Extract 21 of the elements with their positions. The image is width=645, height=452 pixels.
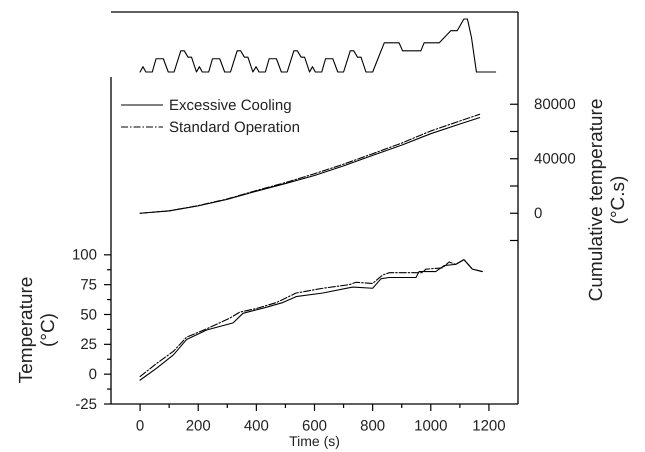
y-tick-label: 100 xyxy=(72,246,97,264)
y-axis-title: Temperature (°C) xyxy=(16,276,59,384)
x-tick-label: 1000 xyxy=(414,418,448,435)
y-tick-label: 0 xyxy=(88,366,97,383)
x-tick-label: 1200 xyxy=(472,418,506,435)
x-tick-label: 0 xyxy=(136,418,144,435)
y-tick-label: -25 xyxy=(75,396,97,413)
y2-tick-label: 80000 xyxy=(534,96,576,114)
legend-label: Excessive Cooling xyxy=(169,97,292,114)
y2-tick-label: 0 xyxy=(534,205,542,222)
x-tick-label: 600 xyxy=(302,418,328,435)
x-tick-label: 200 xyxy=(186,418,211,435)
x-tick-label: 800 xyxy=(360,418,386,435)
y2-axis-title: Cumulative temperature (°C.s) xyxy=(586,98,629,302)
y2-tick-label: 40000 xyxy=(534,150,576,168)
legend-label: Standard Operation xyxy=(169,119,300,136)
y-tick-label: 75 xyxy=(80,276,97,294)
y-tick-label: 25 xyxy=(80,336,97,354)
y-tick-label: 50 xyxy=(80,306,97,324)
x-tick-label: 400 xyxy=(244,418,269,435)
x-axis-title: Time (s) xyxy=(289,433,340,449)
